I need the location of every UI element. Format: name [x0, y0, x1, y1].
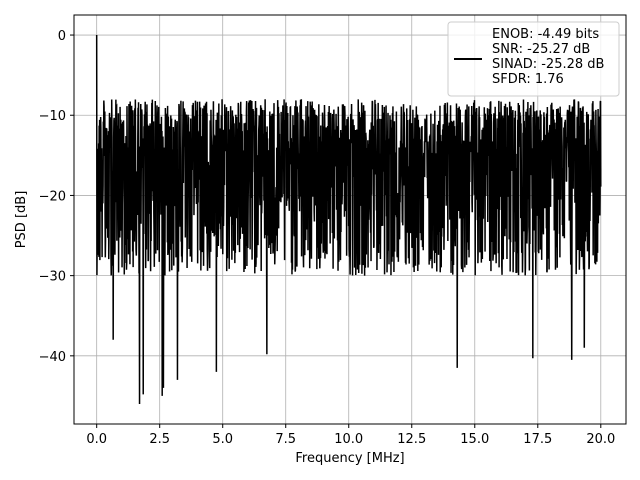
- x-tick-label: 7.5: [275, 432, 296, 447]
- psd-series: [95, 35, 602, 404]
- legend-sfdr: SFDR: 1.76: [492, 72, 564, 87]
- x-tick-label: 0.0: [86, 432, 107, 447]
- legend: ENOB: -4.49 bits SNR: -25.27 dB SINAD: -…: [447, 21, 620, 97]
- y-axis-label: PSD [dB]: [14, 191, 29, 249]
- legend-box: [447, 21, 620, 97]
- x-tick-label: 12.5: [397, 432, 426, 447]
- x-tick-label: 17.5: [523, 432, 552, 447]
- psd-line: [95, 35, 602, 404]
- y-tick-label: −20: [39, 189, 66, 204]
- plot-frame: [73, 14, 627, 425]
- y-tick-label: −40: [39, 350, 66, 365]
- x-tick-label: 20.0: [586, 432, 615, 447]
- legend-enob: ENOB: -4.49 bits: [492, 27, 599, 42]
- y-axis-ticks: 0 −10 −20 −30 −40: [39, 29, 74, 365]
- y-tick-label: −30: [39, 270, 66, 285]
- x-tick-label: 5.0: [212, 432, 233, 447]
- y-tick-label: 0: [58, 29, 66, 44]
- legend-snr: SNR: -25.27 dB: [492, 42, 590, 57]
- x-axis-ticks: 0.0 2.5 5.0 7.5 10.0 12.5 15.0 17.5 20.0: [86, 424, 615, 447]
- legend-sinad: SINAD: -25.28 dB: [492, 57, 604, 72]
- x-tick-label: 15.0: [460, 432, 489, 447]
- x-tick-label: 10.0: [334, 432, 363, 447]
- x-axis-label: Frequency [MHz]: [295, 451, 404, 466]
- y-tick-label: −10: [39, 109, 66, 124]
- x-tick-label: 2.5: [149, 432, 170, 447]
